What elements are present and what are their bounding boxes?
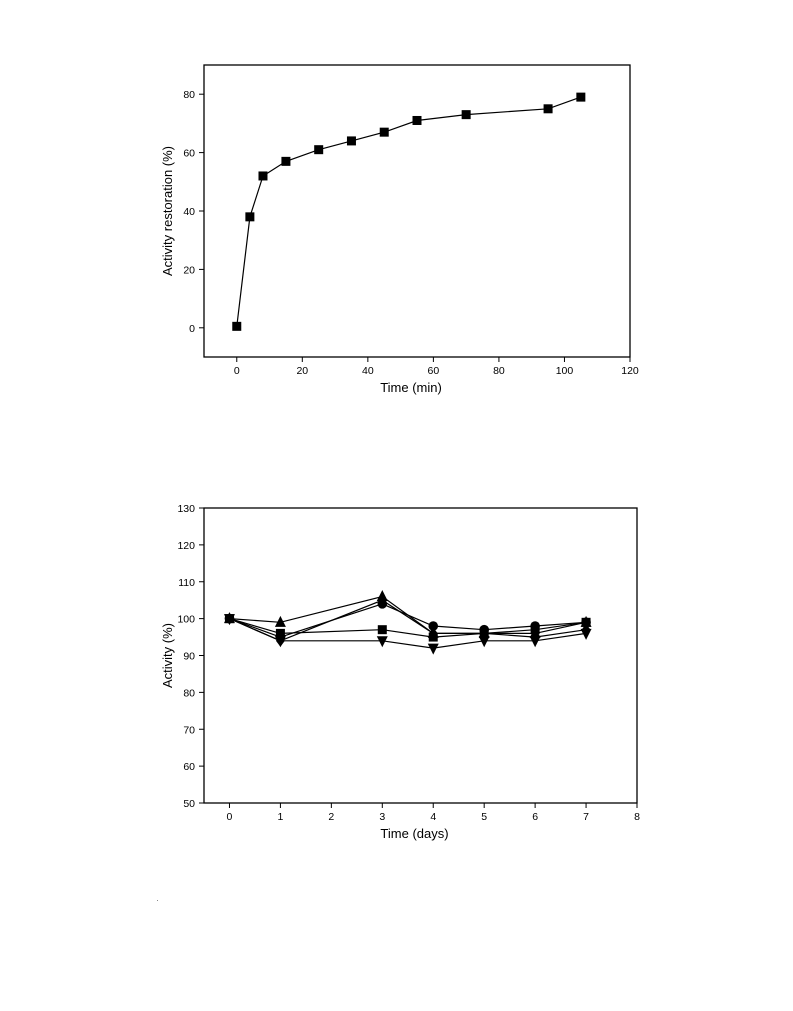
plot-frame — [203, 507, 638, 804]
x-tick-label: 100 — [556, 365, 574, 377]
x-tick-label: 8 — [634, 811, 640, 823]
x-tick-label: 1 — [277, 811, 283, 823]
y-tick-label: 50 — [183, 798, 195, 810]
data-point-square — [412, 115, 422, 125]
data-point-triangle-down — [376, 636, 388, 648]
y-tick-label: 0 — [189, 323, 195, 335]
y-tick-label: 60 — [183, 148, 195, 160]
x-tick-label: 60 — [428, 365, 440, 377]
data-point-diamond — [479, 627, 489, 640]
y-tick-label: 120 — [177, 540, 195, 552]
data-point-square — [281, 156, 291, 166]
data-point-diamond — [581, 623, 591, 636]
data-point-triangle-down — [427, 643, 439, 655]
data-point-square — [232, 321, 242, 331]
y-tick-label: 70 — [183, 724, 195, 736]
x-axis-title: Time (min) — [380, 380, 442, 395]
chart-activity-stability: 0 1 2 3 4 5 6 7 8 50 60 70 80 90 100 110 120 130 Time (day… — [160, 503, 640, 841]
scan-speck — [157, 900, 158, 901]
x-tick-label: 7 — [583, 811, 589, 823]
series-diamond — [224, 594, 591, 647]
x-tick-label: 4 — [430, 811, 436, 823]
series-square — [232, 92, 586, 331]
y-tick-label: 130 — [177, 503, 195, 515]
data-point-triangle-up — [274, 615, 286, 627]
y-axis-title: Activity (%) — [160, 623, 175, 688]
data-point-square — [258, 171, 268, 181]
data-point-circle — [428, 621, 439, 631]
series-line — [236, 96, 582, 327]
x-tick-label: 120 — [621, 365, 639, 377]
x-tick-label: 80 — [493, 365, 505, 377]
data-point-square — [461, 110, 471, 120]
data-point-circle — [530, 621, 540, 631]
data-point-square — [576, 92, 586, 102]
x-tick-label: 40 — [362, 365, 374, 377]
data-point-triangle-up — [580, 615, 592, 627]
y-tick-label: 80 — [183, 687, 195, 699]
x-tick-label: 3 — [379, 811, 385, 823]
y-axis-title: Activity restoration (%) — [160, 146, 175, 276]
x-tick-label: 0 — [234, 365, 240, 377]
x-tick-label: 2 — [328, 811, 334, 823]
data-point-diamond — [530, 631, 540, 644]
data-point-square — [543, 104, 553, 114]
x-tick-label: 6 — [532, 811, 538, 823]
y-tick-label: 110 — [178, 577, 195, 589]
y-tick-label: 90 — [183, 651, 195, 663]
y-tick-label: 20 — [183, 264, 195, 276]
y-tick-label: 100 — [177, 614, 195, 626]
data-point-diamond — [224, 612, 234, 625]
plot-frame — [203, 64, 631, 358]
y-tick-label: 80 — [183, 89, 195, 101]
y-tick-label: 60 — [183, 761, 195, 773]
data-point-diamond — [377, 594, 387, 607]
data-point-square — [314, 145, 324, 155]
x-tick-label: 0 — [227, 811, 233, 823]
data-point-square — [245, 212, 255, 222]
y-tick-label: 40 — [183, 206, 195, 218]
data-point-square — [346, 136, 356, 146]
data-point-diamond — [275, 634, 285, 647]
data-point-square — [377, 625, 387, 635]
chart-activity-restoration: 0 20 40 60 80 100 120 0 20 40 60 80 Time (min) Activi… — [160, 64, 639, 395]
data-point-diamond — [428, 627, 438, 640]
x-tick-label: 5 — [481, 811, 487, 823]
data-point-triangle-down — [478, 636, 490, 648]
data-point-square — [379, 127, 389, 137]
x-axis-title: Time (days) — [380, 826, 448, 841]
x-tick-label: 20 — [296, 365, 308, 377]
